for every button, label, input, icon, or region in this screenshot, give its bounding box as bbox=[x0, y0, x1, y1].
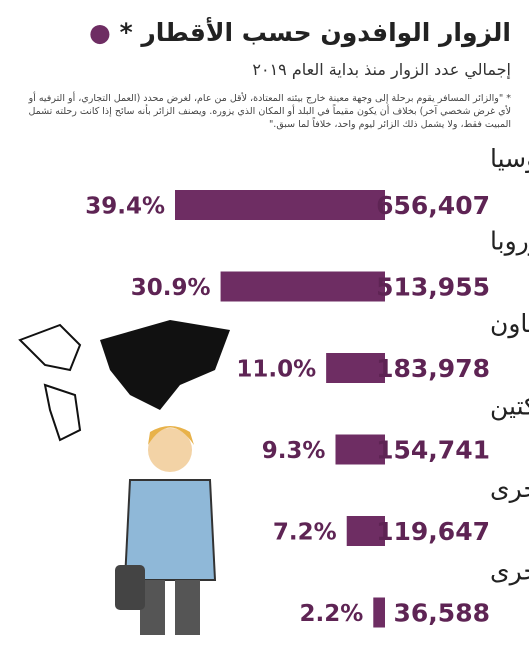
person-head bbox=[148, 428, 192, 472]
person-hair bbox=[148, 426, 194, 445]
illustration bbox=[18, 320, 230, 635]
suitcase bbox=[115, 565, 145, 610]
title-text: الزوار الوافدون حسب الأقطار bbox=[141, 18, 511, 47]
map-shape bbox=[100, 320, 230, 410]
bar bbox=[175, 190, 385, 220]
category-label: الدول العربية الأخرى bbox=[490, 472, 529, 504]
bar bbox=[346, 516, 385, 546]
category-label: أوروبا bbox=[490, 224, 529, 257]
value-label: 119,647 bbox=[376, 517, 490, 546]
category-label: الأمريكتين bbox=[490, 390, 529, 421]
value-label: 656,407 bbox=[376, 191, 490, 220]
value-label: 154,741 bbox=[376, 436, 490, 465]
share-label: 7.2% bbox=[273, 520, 337, 546]
footnote: * "والزائر المسافر يقوم برحلة إلى وجهة م… bbox=[28, 93, 511, 130]
bar bbox=[220, 271, 385, 302]
share-label: 11.0% bbox=[236, 357, 316, 383]
person-leg bbox=[175, 580, 200, 635]
value-label: 513,955 bbox=[376, 273, 490, 302]
title: الزوار الوافدون حسب الأقطار * ● bbox=[89, 18, 511, 47]
bar bbox=[326, 353, 385, 383]
subtitle: إجمالي عدد الزوار منذ بداية العام ٢٠١٩ bbox=[252, 60, 511, 79]
map-shape bbox=[18, 323, 82, 372]
share-label: 9.3% bbox=[262, 438, 326, 464]
bar bbox=[335, 434, 385, 465]
share-label: 39.4% bbox=[85, 194, 165, 220]
category-label: الدول الآسيوية الأخرى وأوقيانوسيا bbox=[490, 141, 529, 174]
category-label: الدول الأفريقية الأخرى bbox=[490, 555, 529, 587]
share-label: 30.9% bbox=[131, 275, 211, 301]
value-label: 183,978 bbox=[376, 354, 490, 383]
title-marker: * bbox=[119, 18, 133, 47]
person-body bbox=[123, 479, 217, 581]
bar bbox=[373, 597, 385, 628]
category-label: دول مجلس التعاون bbox=[490, 309, 529, 339]
share-label: 2.2% bbox=[299, 601, 363, 627]
value-label: 36,588 bbox=[394, 599, 490, 628]
title-dot: ● bbox=[89, 18, 111, 47]
map-shape bbox=[43, 383, 82, 442]
